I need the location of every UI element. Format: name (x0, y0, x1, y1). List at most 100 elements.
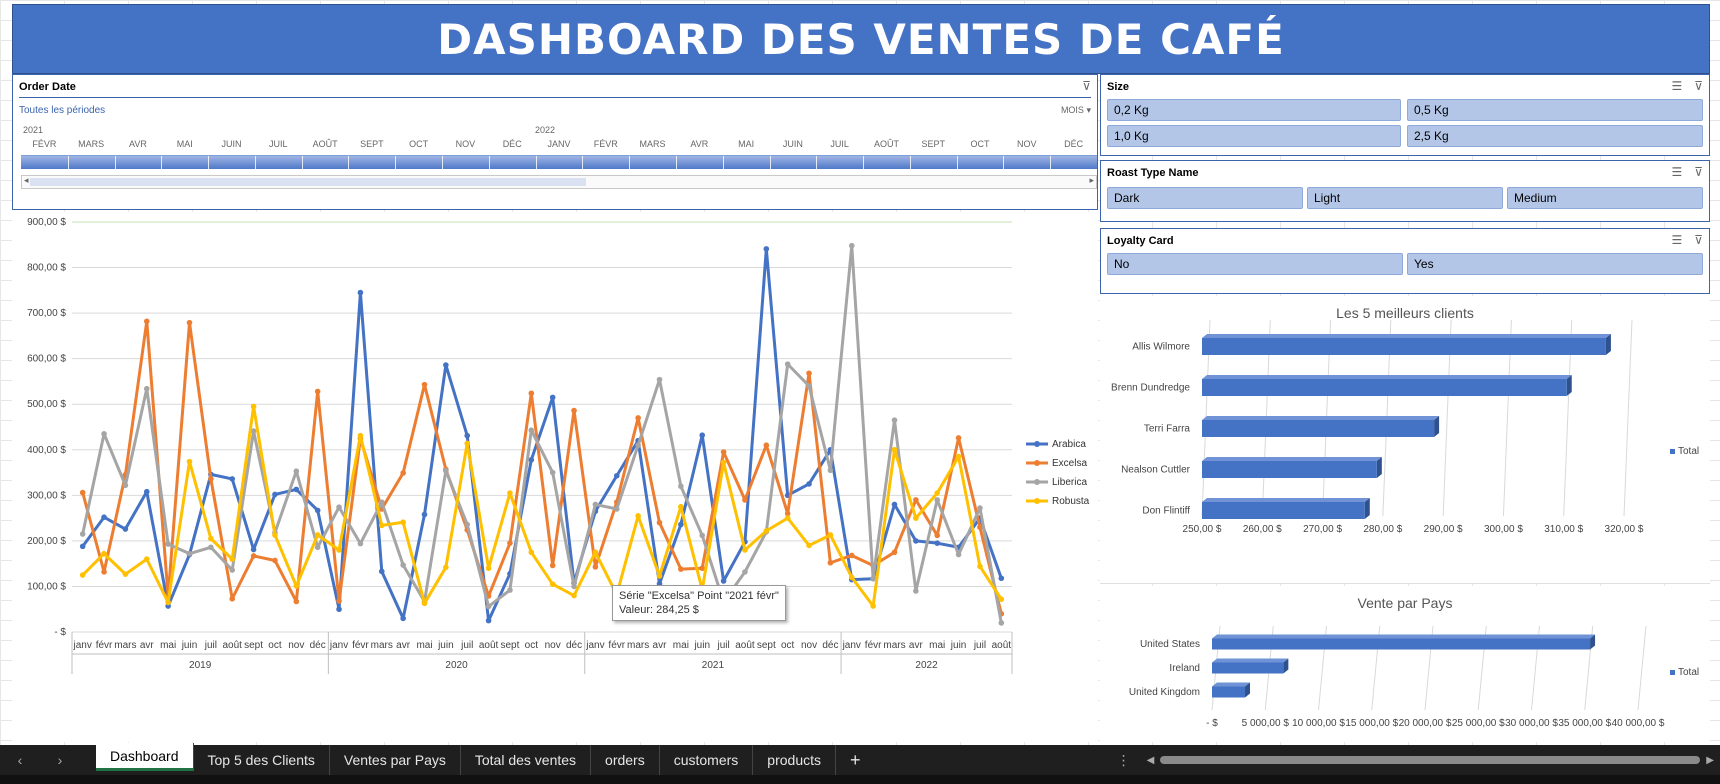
data-point (229, 476, 236, 482)
sheet-tab[interactable]: Dashboard (96, 743, 194, 771)
timeline-month[interactable]: AOÛT (873, 139, 899, 149)
roast-option[interactable]: Dark (1107, 187, 1303, 209)
timeline-scrollbar[interactable]: ◂ ▸ (21, 175, 1097, 189)
x-tick-label: août (222, 640, 242, 651)
timeline-month[interactable]: JUIN (221, 139, 242, 149)
timeline-month[interactable]: OCT (970, 139, 990, 149)
roast-option[interactable]: Light (1307, 187, 1503, 209)
multi-select-icon[interactable]: ☰ (1671, 165, 1683, 179)
chart-title: Vente par Pays (1358, 595, 1453, 611)
data-point (122, 482, 129, 489)
data-point (314, 507, 321, 514)
timeline-month[interactable]: AVR (690, 139, 709, 149)
clear-filter-icon[interactable]: ⊽ (1694, 233, 1703, 247)
data-point (143, 385, 150, 392)
country-sales-chart[interactable]: Vente par Pays - $ 5 000,00 $10 000,00 $15… (1100, 586, 1710, 742)
multi-select-icon[interactable]: ☰ (1671, 79, 1683, 93)
timeline-month[interactable]: NOV (1017, 139, 1037, 149)
data-point (913, 515, 919, 521)
data-point (208, 476, 214, 482)
more-options-icon[interactable]: ⋮ (1116, 751, 1131, 768)
sheet-tab[interactable]: Ventes par Pays (330, 745, 461, 775)
timeline-month[interactable]: SEPT (360, 139, 384, 149)
timeline-unit-dropdown[interactable]: MOIS ▾ (1060, 105, 1091, 115)
timeline-month[interactable]: DÉC (502, 139, 522, 149)
x-tick-label: mai (416, 640, 432, 651)
timeline-month[interactable]: OCT (409, 139, 429, 149)
loyalty-option[interactable]: Yes (1407, 253, 1703, 275)
scroll-right-icon[interactable]: ▸ (1089, 175, 1094, 185)
data-point (806, 542, 812, 549)
series-line-robusta (81, 405, 1003, 608)
data-point (656, 519, 663, 526)
timeline-month[interactable]: MAI (738, 139, 755, 149)
add-sheet-button[interactable]: + (850, 749, 861, 770)
data-point (635, 415, 641, 421)
timeline-month[interactable]: FÉVR (593, 139, 618, 149)
clear-filter-icon[interactable]: ⊽ (1082, 79, 1091, 93)
timeline-month[interactable]: MARS (78, 139, 105, 149)
timeline-month[interactable]: AVR (129, 139, 147, 149)
sheet-tab[interactable]: Top 5 des Clients (194, 745, 330, 775)
data-point (955, 453, 962, 460)
timeline-month[interactable]: JUIL (830, 139, 849, 149)
data-point (464, 440, 471, 447)
timeline-bar-divider (208, 156, 210, 170)
data-point (208, 544, 214, 551)
legend-swatch (1670, 449, 1675, 454)
timeline-month[interactable]: JANV (547, 139, 571, 149)
hscroll-right-icon[interactable]: ▶ (1706, 754, 1714, 766)
bar-top (1202, 334, 1611, 338)
timeline-month[interactable]: MARS (639, 139, 666, 149)
size-option[interactable]: 2,5 Kg (1407, 125, 1703, 147)
data-point (79, 543, 86, 550)
hscroll-left-icon[interactable]: ◀ (1146, 754, 1155, 766)
timeline-month[interactable]: AOÛT (312, 139, 338, 149)
horizontal-scrollbar[interactable] (1160, 756, 1701, 764)
timeline-month[interactable]: NOV (455, 139, 476, 149)
scroll-left-icon[interactable]: ◂ (24, 175, 29, 185)
timeline-month[interactable]: MAI (176, 139, 193, 149)
x-tick-label: août (735, 640, 755, 651)
timeline-month[interactable]: SEPT (921, 139, 945, 149)
x-tick-label: juin (437, 640, 454, 651)
sheet-tab[interactable]: orders (591, 745, 660, 775)
timeline-month[interactable]: JUIL (269, 139, 288, 149)
timeline-bar[interactable] (21, 155, 1097, 170)
top-clients-chart[interactable]: Les 5 meilleurs clients 250,00 $ 260,00 $ 2… (1100, 296, 1710, 584)
x-tick-label: oct (525, 640, 539, 651)
bar-top (1212, 682, 1251, 687)
sales-line-chart[interactable]: - $ 100,00 $ 200,00 $ 300,00 $ 400,00 $ 500,0… (12, 212, 1098, 742)
prev-sheet-icon[interactable]: ‹ (17, 752, 23, 768)
size-option[interactable]: 0,2 Kg (1107, 99, 1401, 121)
timeline-scroll-thumb[interactable] (30, 178, 586, 186)
data-point (293, 583, 300, 589)
sheet-tab[interactable]: Total des ventes (461, 745, 592, 775)
clear-filter-icon[interactable]: ⊽ (1694, 165, 1703, 179)
clear-filter-icon[interactable]: ⊽ (1694, 79, 1703, 93)
sheet-tab[interactable]: products (753, 745, 836, 775)
timeline-month[interactable]: DÉC (1064, 139, 1084, 149)
bar (1202, 338, 1606, 355)
data-point (635, 442, 641, 449)
data-point (443, 467, 449, 474)
data-point (443, 564, 449, 571)
bar (1212, 662, 1284, 674)
sheet-tab[interactable]: customers (660, 745, 754, 775)
loyalty-option[interactable]: No (1107, 253, 1403, 275)
multi-select-icon[interactable]: ☰ (1671, 233, 1683, 247)
x-tick-label: juil (460, 640, 473, 651)
timeline-month[interactable]: FÉVR (32, 139, 57, 149)
x-tick-label: 15 000,00 $ (1345, 718, 1398, 729)
size-option[interactable]: 0,5 Kg (1407, 99, 1703, 121)
data-point (806, 481, 812, 487)
order-date-timeline[interactable]: Order Date ⊽ Toutes les périodes MOIS ▾ … (12, 74, 1098, 210)
category-label: Brenn Dundredge (1111, 383, 1190, 394)
data-point (678, 566, 684, 572)
roast-option[interactable]: Medium (1507, 187, 1703, 209)
next-sheet-icon[interactable]: › (57, 752, 63, 768)
legend-label: Total (1678, 667, 1699, 678)
timeline-month[interactable]: JUIN (782, 139, 803, 149)
size-option[interactable]: 1,0 Kg (1107, 125, 1401, 147)
data-point (336, 598, 342, 604)
